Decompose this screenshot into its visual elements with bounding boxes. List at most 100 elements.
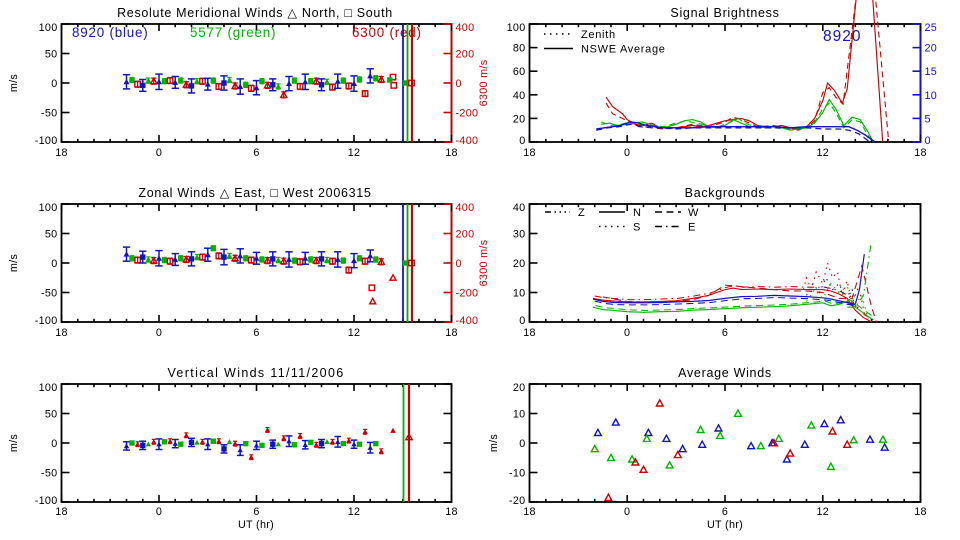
svg-text:0: 0 <box>51 78 57 90</box>
svg-text:200: 200 <box>456 229 475 241</box>
svg-text:NSWE Average: NSWE Average <box>581 44 666 56</box>
svg-text:-20: -20 <box>509 495 526 507</box>
svg-text:0: 0 <box>156 147 162 159</box>
svg-text:25: 25 <box>925 22 938 34</box>
svg-text:20: 20 <box>925 43 938 55</box>
svg-text:80: 80 <box>513 43 526 55</box>
svg-text:Signal Brightness: Signal Brightness <box>670 6 779 20</box>
svg-text:W: W <box>688 207 699 219</box>
svg-text:0: 0 <box>624 506 630 518</box>
svg-text:UT (hr): UT (hr) <box>707 519 743 531</box>
svg-text:0: 0 <box>519 315 525 327</box>
svg-text:6: 6 <box>722 147 728 159</box>
svg-text:6300 m/s: 6300 m/s <box>478 239 490 286</box>
svg-text:-100: -100 <box>35 495 58 507</box>
svg-text:100: 100 <box>39 22 58 34</box>
svg-text:0: 0 <box>51 258 57 270</box>
svg-text:18: 18 <box>914 327 927 339</box>
svg-text:0: 0 <box>456 258 462 270</box>
svg-text:15: 15 <box>925 66 938 78</box>
svg-text:200: 200 <box>456 49 475 61</box>
svg-text:6: 6 <box>722 327 728 339</box>
svg-text:6: 6 <box>253 327 259 339</box>
svg-text:5: 5 <box>925 113 931 125</box>
svg-text:0: 0 <box>456 78 462 90</box>
svg-text:100: 100 <box>39 382 58 394</box>
svg-text:-100: -100 <box>35 315 58 327</box>
svg-text:-200: -200 <box>456 288 479 300</box>
svg-text:50: 50 <box>45 409 58 421</box>
svg-text:-10: -10 <box>509 468 526 480</box>
svg-text:S: S <box>633 222 641 234</box>
svg-text:18: 18 <box>445 327 458 339</box>
svg-text:18: 18 <box>523 327 536 339</box>
svg-text:0: 0 <box>156 506 162 518</box>
svg-text:Vertical Winds 11/11/2006: Vertical Winds 11/11/2006 <box>167 366 344 380</box>
svg-text:18: 18 <box>445 147 458 159</box>
svg-text:Z: Z <box>578 207 585 219</box>
svg-text:100: 100 <box>39 202 58 214</box>
svg-text:40: 40 <box>513 90 526 102</box>
svg-text:6: 6 <box>253 506 259 518</box>
svg-text:6: 6 <box>253 147 259 159</box>
svg-text:-50: -50 <box>41 468 58 480</box>
svg-text:10: 10 <box>513 409 526 421</box>
svg-text:18: 18 <box>55 147 68 159</box>
svg-text:20: 20 <box>513 258 526 270</box>
svg-text:12: 12 <box>816 147 829 159</box>
svg-text:m/s: m/s <box>8 74 20 93</box>
svg-text:6300 m/s: 6300 m/s <box>478 59 490 106</box>
svg-text:-50: -50 <box>41 108 58 120</box>
svg-text:6: 6 <box>722 506 728 518</box>
svg-text:0: 0 <box>156 327 162 339</box>
svg-text:8920 (blue): 8920 (blue) <box>72 25 149 40</box>
svg-text:8920: 8920 <box>823 28 861 45</box>
svg-text:50: 50 <box>45 229 58 241</box>
svg-text:Average Winds: Average Winds <box>678 366 772 380</box>
svg-text:-50: -50 <box>41 288 58 300</box>
svg-text:Resolute Meridional Winds △ No: Resolute Meridional Winds △ North, □ Sou… <box>117 6 393 20</box>
svg-text:0: 0 <box>51 438 57 450</box>
svg-text:0: 0 <box>519 135 525 147</box>
svg-text:12: 12 <box>348 327 361 339</box>
svg-text:Backgrounds: Backgrounds <box>685 186 766 200</box>
svg-text:m/s: m/s <box>488 434 500 453</box>
svg-text:20: 20 <box>513 113 526 125</box>
svg-text:-400: -400 <box>456 315 479 327</box>
svg-text:50: 50 <box>45 49 58 61</box>
svg-text:E: E <box>688 222 696 234</box>
svg-text:18: 18 <box>55 506 68 518</box>
svg-text:5577 (green): 5577 (green) <box>190 25 276 40</box>
svg-text:18: 18 <box>914 506 927 518</box>
svg-text:Zenith: Zenith <box>581 29 616 41</box>
svg-text:12: 12 <box>348 506 361 518</box>
svg-text:18: 18 <box>55 327 68 339</box>
svg-text:0: 0 <box>519 438 525 450</box>
svg-text:m/s: m/s <box>8 434 20 453</box>
svg-text:0: 0 <box>925 135 931 147</box>
svg-text:30: 30 <box>513 229 526 241</box>
svg-text:400: 400 <box>456 22 475 34</box>
svg-text:18: 18 <box>445 506 458 518</box>
svg-text:-400: -400 <box>456 135 479 147</box>
svg-text:40: 40 <box>513 202 526 214</box>
svg-text:UT (hr): UT (hr) <box>238 519 274 531</box>
svg-text:18: 18 <box>523 147 536 159</box>
svg-text:400: 400 <box>456 202 475 214</box>
svg-text:N: N <box>633 207 641 219</box>
svg-text:18: 18 <box>914 147 927 159</box>
svg-text:10: 10 <box>513 288 526 300</box>
svg-text:60: 60 <box>513 66 526 78</box>
svg-text:12: 12 <box>816 327 829 339</box>
svg-text:0: 0 <box>624 147 630 159</box>
svg-text:20: 20 <box>513 382 526 394</box>
svg-text:12: 12 <box>348 147 361 159</box>
svg-text:-100: -100 <box>35 135 58 147</box>
svg-text:0: 0 <box>624 327 630 339</box>
svg-text:100: 100 <box>507 22 526 34</box>
svg-text:12: 12 <box>816 506 829 518</box>
svg-text:Zonal Winds △ East, □ West 200: Zonal Winds △ East, □ West 2006315 <box>138 186 371 200</box>
svg-text:m/s: m/s <box>8 254 20 273</box>
svg-text:-200: -200 <box>456 108 479 120</box>
svg-text:10: 10 <box>925 90 938 102</box>
